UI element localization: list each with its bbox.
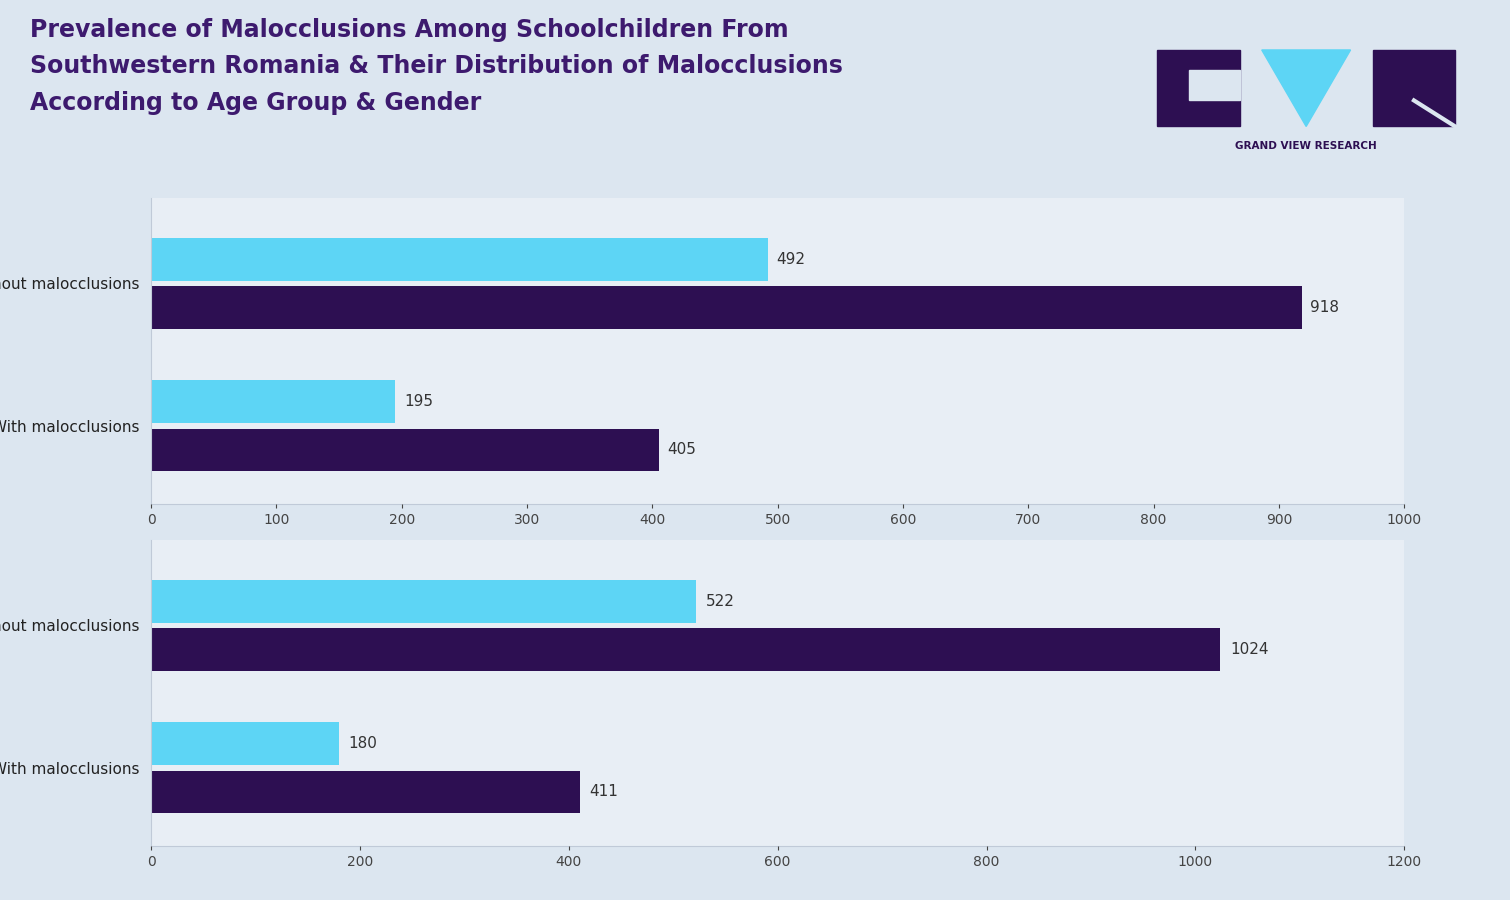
Bar: [151, 238, 767, 281]
Bar: [151, 286, 1302, 328]
Polygon shape: [1262, 50, 1350, 126]
Legend: Girls age group 11 - 14, Girls age group 6 - 10: Girls age group 11 - 14, Girls age group…: [578, 566, 977, 591]
Text: 1024: 1024: [1229, 642, 1268, 657]
Text: 195: 195: [405, 394, 433, 409]
Text: 522: 522: [705, 594, 734, 608]
Text: 405: 405: [667, 443, 696, 457]
Text: Prevalence of Malocclusions Among Schoolchildren From
Southwestern Romania & The: Prevalence of Malocclusions Among School…: [30, 18, 843, 114]
Text: 180: 180: [349, 736, 378, 751]
Bar: [1157, 50, 1240, 126]
Text: 492: 492: [776, 252, 805, 266]
Bar: [151, 580, 696, 623]
Bar: [1373, 50, 1456, 126]
Bar: [151, 428, 658, 472]
Bar: [151, 722, 338, 765]
Bar: [151, 380, 396, 423]
Bar: [1188, 70, 1240, 101]
Text: 411: 411: [589, 785, 619, 799]
Text: 918: 918: [1311, 300, 1339, 315]
Bar: [151, 770, 580, 814]
Bar: [151, 628, 1220, 670]
Text: GRAND VIEW RESEARCH: GRAND VIEW RESEARCH: [1235, 141, 1377, 151]
